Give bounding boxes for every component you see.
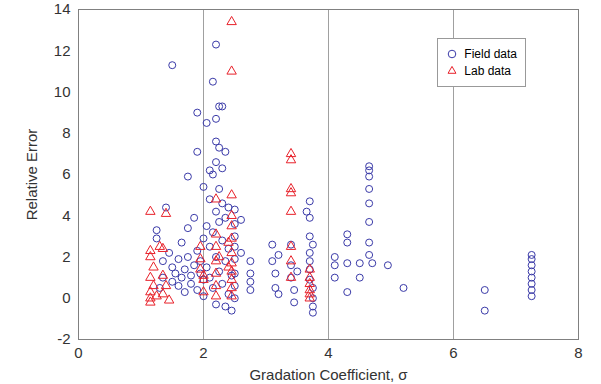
svg-text:10: 10 [54, 83, 71, 100]
svg-text:Gradation Coefficient, σ: Gradation Coefficient, σ [249, 366, 408, 383]
svg-text:12: 12 [54, 42, 71, 59]
svg-text:Relative Error: Relative Error [23, 129, 40, 221]
svg-text:4: 4 [62, 207, 70, 224]
svg-text:6: 6 [449, 344, 457, 361]
svg-text:0: 0 [74, 344, 82, 361]
svg-text:2: 2 [199, 344, 207, 361]
svg-text:-2: -2 [57, 330, 70, 347]
svg-text:6: 6 [62, 165, 70, 182]
svg-text:4: 4 [324, 344, 332, 361]
svg-text:2: 2 [62, 248, 70, 265]
svg-text:14: 14 [54, 0, 71, 17]
svg-text:0: 0 [62, 289, 70, 306]
svg-text:8: 8 [574, 344, 582, 361]
html-text:Field data: Field data [464, 47, 517, 61]
html-text:Lab data: Lab data [464, 64, 511, 78]
svg-text:8: 8 [62, 124, 70, 141]
